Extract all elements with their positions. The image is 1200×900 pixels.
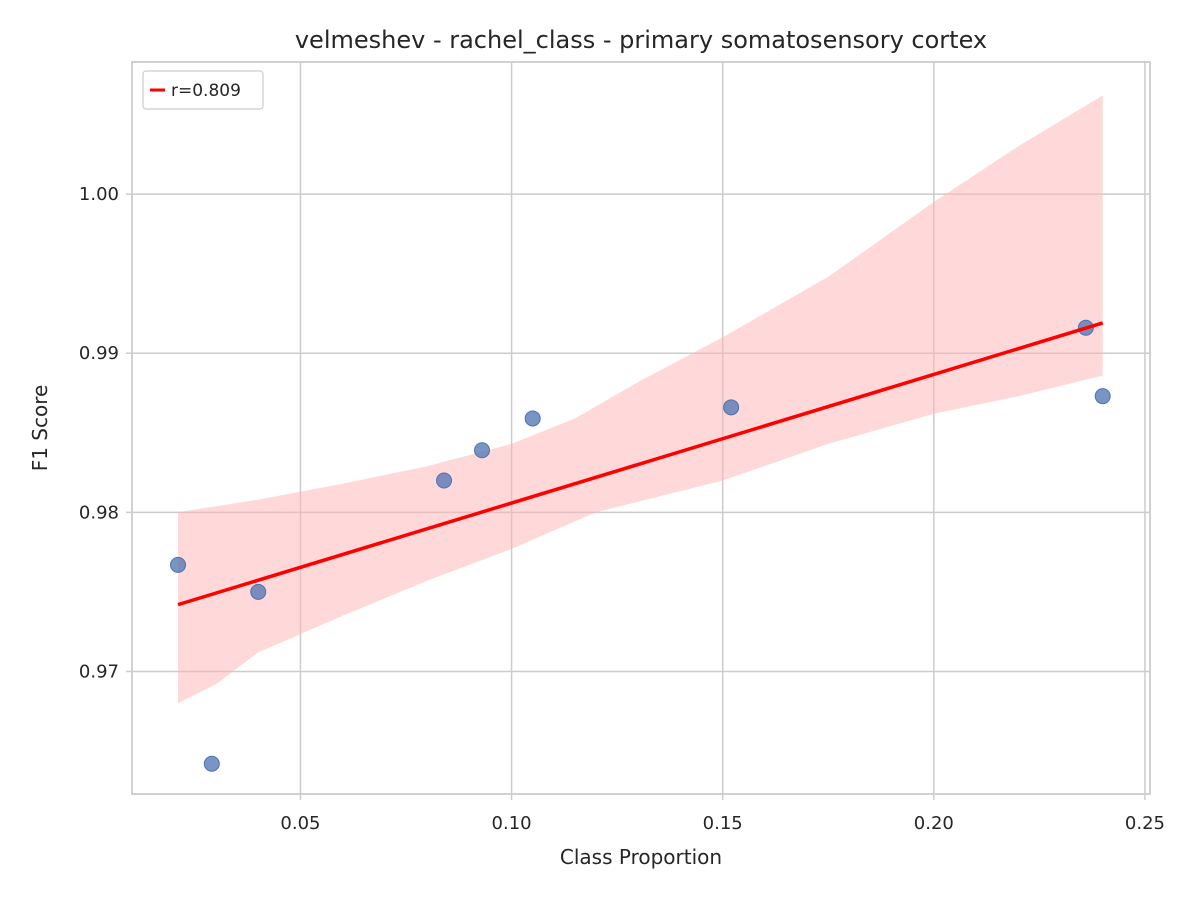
data-point xyxy=(250,583,267,600)
legend: r=0.809 xyxy=(142,70,264,110)
x-tick-label: 0.20 xyxy=(914,813,954,834)
y-axis-label: F1 Score xyxy=(28,385,52,472)
x-tick-label: 0.25 xyxy=(1125,813,1165,834)
confidence-band xyxy=(178,95,1103,704)
y-tick-label: 0.97 xyxy=(79,661,119,682)
legend-label: r=0.809 xyxy=(171,81,241,101)
y-tick-label: 0.98 xyxy=(79,502,119,523)
data-point xyxy=(723,399,740,416)
regression-group xyxy=(177,321,1104,607)
x-tick-label: 0.05 xyxy=(280,813,320,834)
data-point xyxy=(436,472,453,489)
x-axis-label: Class Proportion xyxy=(560,845,722,869)
data-point xyxy=(203,755,220,772)
chart-title: velmeshev - rachel_class - primary somat… xyxy=(295,26,987,54)
data-point xyxy=(474,442,491,459)
plot-frame xyxy=(131,61,1151,795)
data-point xyxy=(1094,388,1111,405)
data-point xyxy=(170,556,187,573)
y-axis-ticks: 0.97 0.98 0.99 1.00 xyxy=(79,184,132,682)
legend-box xyxy=(142,70,264,110)
regression-line xyxy=(177,321,1104,607)
confidence-band-group xyxy=(178,95,1103,704)
x-axis-ticks: 0.05 0.10 0.15 0.20 0.25 xyxy=(280,794,1165,834)
x-tick-label: 0.10 xyxy=(492,813,532,834)
x-tick-label: 0.15 xyxy=(703,813,743,834)
y-tick-label: 0.99 xyxy=(79,343,119,364)
data-point xyxy=(524,410,541,427)
y-tick-label: 1.00 xyxy=(79,184,119,205)
